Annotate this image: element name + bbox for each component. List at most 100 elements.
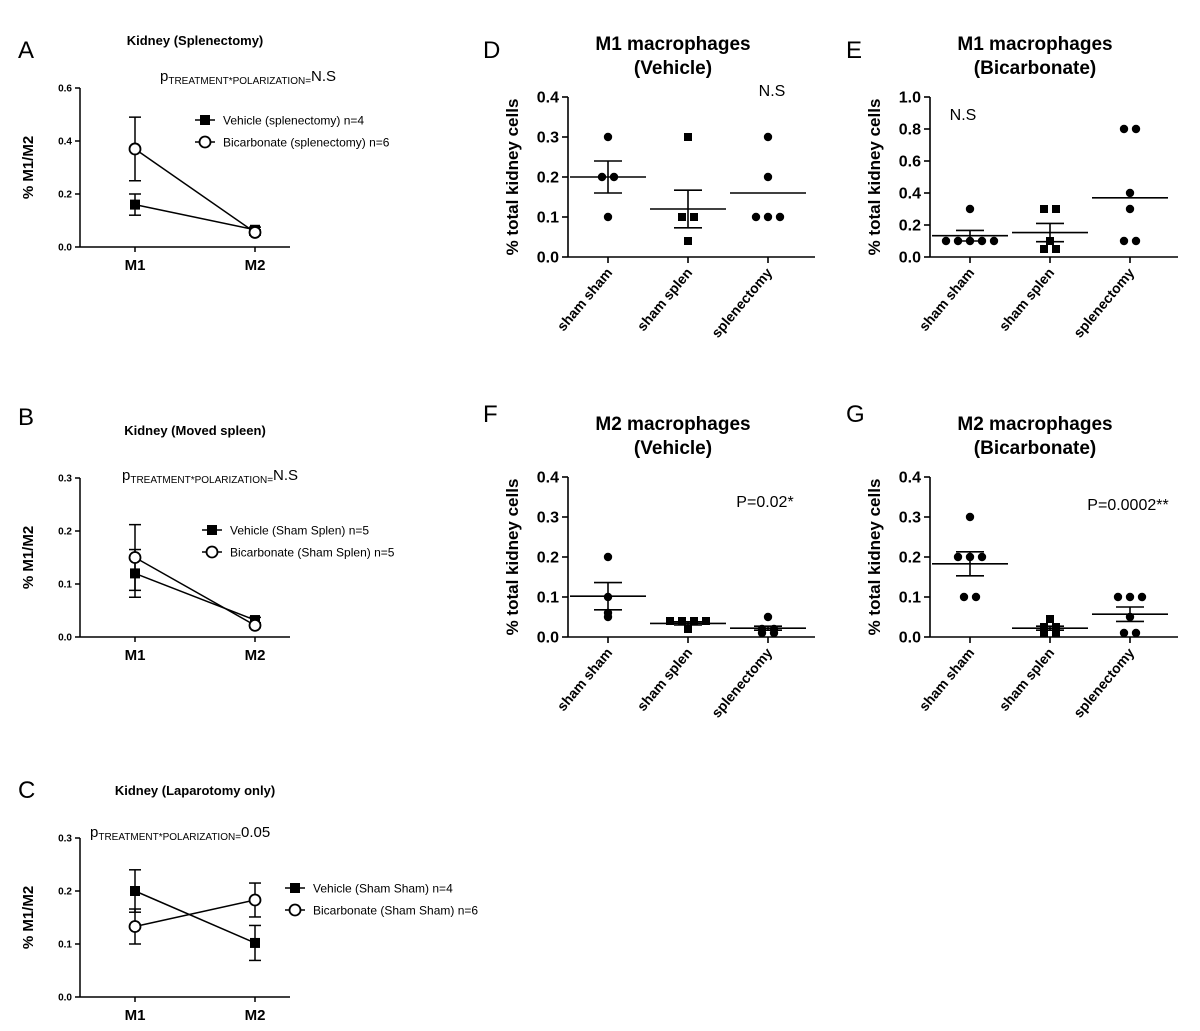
x-tick-label: M1 [125,257,146,274]
y-tick-label: 0.1 [58,940,72,951]
y-tick-label: 0.1 [58,580,72,591]
y-tick-label: 0.0 [537,630,559,647]
data-point-circle [775,212,785,222]
y-axis-label: % M1/M2 [20,886,37,949]
chart-title-line: M1 macrophages [957,34,1112,55]
y-tick-label: 1.0 [899,90,921,107]
x-tick-label: sham splen [634,265,696,334]
stat-annotation: P=0.02* [736,494,793,511]
data-point-square [684,133,692,141]
y-tick-label: 0.6 [58,84,72,95]
data-point-circle [977,552,987,562]
chart-title-line: (Vehicle) [634,58,712,79]
p-symbol: p [122,467,130,484]
series-point-square [130,199,140,210]
y-tick-label: 0.2 [537,550,559,567]
data-point-circle [1119,236,1129,246]
chart-title: Kidney (Moved spleen) [124,423,266,438]
y-tick-label: 0.1 [537,590,559,607]
y-axis-label: % total kidney cells [865,479,884,636]
y-tick-label: 0.2 [58,887,72,898]
panel-letter: D [483,37,500,64]
data-point-circle [1119,124,1129,134]
series-point-circle [248,618,262,632]
y-tick-label: 0.8 [899,122,921,139]
panel-letter: G [846,401,865,428]
x-tick-label: M2 [245,257,266,274]
data-point-circle [603,132,613,142]
data-point-square [1052,205,1060,213]
stat-annotation: N.S [759,83,786,100]
y-tick-label: 0.6 [899,154,921,171]
y-tick-label: 0.3 [537,130,559,147]
y-tick-label: 0.2 [537,170,559,187]
chart-title-line: M1 macrophages [595,34,750,55]
x-tick-label: sham splen [634,645,696,714]
data-point-square [684,625,692,633]
y-axis-label: % total kidney cells [503,99,522,256]
chart-title-line: M2 macrophages [595,414,750,435]
y-tick-label: 0.1 [899,590,921,607]
x-tick-label: splenectomy [1070,644,1137,720]
legend-marker-square [290,883,300,893]
y-axis-label: % total kidney cells [503,479,522,636]
data-point-circle [603,612,613,622]
legend-label: Vehicle (splenectomy) n=4 [223,114,364,128]
series-line [134,899,256,928]
data-point-circle [1125,188,1135,198]
y-tick-label: 0.4 [58,137,72,148]
p-subscript: TREATMENT*POLARIZATION= [130,475,273,486]
x-tick-label: splenectomy [708,644,775,720]
data-point-circle [959,592,969,602]
data-point-square [666,617,674,625]
y-tick-label: 0.4 [537,470,559,487]
y-axis-label: % total kidney cells [865,99,884,256]
panel-letter: F [483,401,498,428]
data-point-circle [1131,628,1141,638]
y-tick-label: 0.2 [58,527,72,538]
data-point-circle [965,204,975,214]
data-point-circle [763,612,773,622]
x-tick-label: sham splen [996,645,1058,714]
data-point-square [1052,629,1060,637]
series-point-circle [128,551,142,564]
y-tick-label: 0.3 [58,474,72,485]
chart-title-line: (Vehicle) [634,438,712,459]
p-symbol: p [160,68,168,85]
y-tick-label: 0.0 [537,250,559,267]
y-tick-label: 0.3 [58,834,72,845]
data-point-circle [971,592,981,602]
panel-a: A Kidney (Splenectomy) pTREATMENT*POLARIZA… [18,33,390,274]
chart-title-line: (Bicarbonate) [974,58,1096,79]
legend-label: Vehicle (Sham Sham) n=4 [313,882,453,896]
data-point-circle [1131,236,1141,246]
data-point-circle [1119,628,1129,638]
legend-label: Bicarbonate (splenectomy) n=6 [223,136,390,150]
y-tick-label: 0.0 [899,630,921,647]
panel-e: E M1 macrophages (Bicarbonate) N.S 0.0 0.2 0.4… [846,34,1178,340]
p-annotation: pTREATMENT*POLARIZATION=N.S [160,68,336,87]
y-tick-label: 0.4 [899,470,921,487]
series-line [134,556,256,626]
p-symbol: p [90,824,98,841]
data-point-circle [1125,204,1135,214]
panel-letter: E [846,37,862,64]
p-subscript: TREATMENT*POLARIZATION= [98,832,241,843]
p-annotation: pTREATMENT*POLARIZATION=0.05 [90,824,270,843]
series-point-circle [128,142,142,156]
chart-title: Kidney (Splenectomy) [127,33,264,48]
chart-title-line: M2 macrophages [957,414,1112,435]
x-tick-label: sham sham [554,645,616,714]
y-tick-label: 0.0 [58,243,72,254]
data-point-circle [751,212,761,222]
x-tick-label: splenectomy [708,264,775,340]
x-tick-label: sham sham [554,265,616,334]
y-tick-label: 0.4 [537,90,559,107]
p-value: N.S [311,68,336,85]
data-point-circle [953,552,963,562]
panel-d: D M1 macrophages (Vehicle) N.S 0.0 0.1 0.2 0.3 0… [483,34,815,340]
panel-f: F M2 macrophages (Vehicle) P=0.02* 0.0 0.1 0.2… [483,401,815,720]
x-tick-label: M1 [125,1007,146,1024]
data-point-circle [763,212,773,222]
